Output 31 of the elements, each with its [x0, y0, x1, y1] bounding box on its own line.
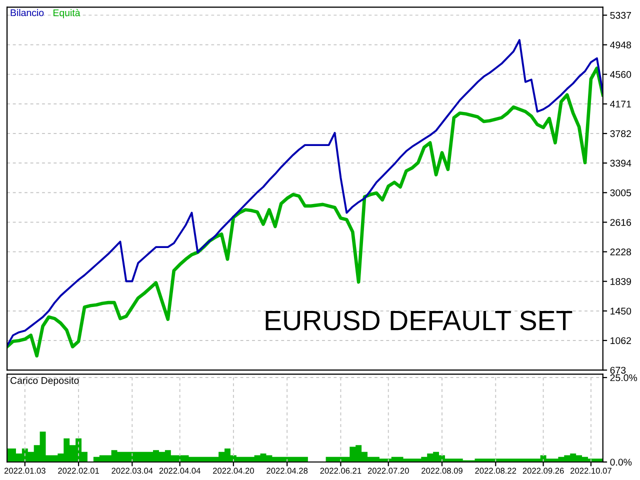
y-tick-label: 0.0%	[610, 458, 632, 466]
x-tick-label: 2022.03.04	[112, 468, 153, 474]
x-tick-label: 2022.01.03	[4, 468, 46, 474]
x-tick-label: 2022.04.04	[159, 468, 200, 474]
text: Bilancio	[10, 9, 44, 16]
y-tick-label: 3005	[610, 189, 632, 196]
x-tick-label: 2022.04.28	[266, 468, 308, 474]
x-tick-label: 2022.09.26	[522, 468, 564, 474]
x-tick-label: 2022.07.20	[368, 468, 409, 474]
y-tick-label: 3782	[610, 130, 631, 138]
y-tick-label: 673	[610, 366, 626, 374]
y-tick-label: 2616	[610, 218, 632, 226]
y-tick-label: 1839	[610, 278, 631, 285]
y-tick-label: 3394	[610, 160, 632, 167]
y-tick-label: 5337	[610, 12, 631, 19]
annotation: EURUSD DEFAULT SET	[266, 310, 572, 330]
y-tick-label: 1450	[610, 308, 632, 315]
chart-title: Carico Deposito	[10, 376, 79, 386]
y-tick-label: 25.0%	[610, 374, 638, 382]
y-tick-label: 1062	[610, 337, 631, 344]
x-tick-label: 2022.02.01	[58, 468, 99, 474]
x-tick-label: 2022.08.22	[475, 468, 516, 474]
y-tick-label: 4948	[610, 42, 632, 48]
x-tick-label: 2022.06.21	[320, 468, 362, 474]
text: Equità	[54, 9, 80, 18]
x-tick-label: 2022.04.20	[213, 468, 254, 474]
y-tick-label: 4171	[610, 100, 631, 108]
y-tick-label: 4560	[610, 71, 632, 78]
x-tick-label: 2022.08.09	[422, 468, 462, 474]
y-tick-label: 2228	[610, 248, 632, 256]
x-tick-label: 2022.10.07	[570, 468, 612, 474]
